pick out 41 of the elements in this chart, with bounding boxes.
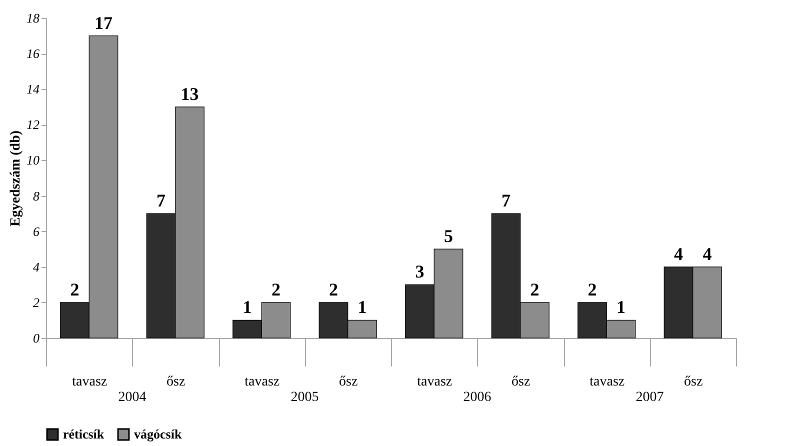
x-tick-label: ősz [339,374,358,390]
data-label: 2 [272,279,280,300]
y-tick-label: 12 [26,117,40,132]
y-tick-label: 2 [33,294,40,310]
y-tick-label: 10 [26,152,40,168]
x-tick-label: tavasz [417,374,452,390]
data-label: 2 [588,279,597,300]
x-tick-label: tavasz [72,374,108,390]
y-tick-label: 6 [33,224,40,239]
y-tick-label: 16 [26,46,40,62]
text: 2007 [636,390,664,405]
data-label: 5 [444,226,453,246]
x-tick-label: tavasz [244,374,280,390]
data-label: 2 [329,279,338,300]
text: 2005 [290,390,319,405]
x-tick-label: ősz [166,374,186,390]
y-tick-label: 8 [33,188,40,204]
x-tick-label: tavasz [590,374,625,390]
data-label: 13 [180,84,199,104]
data-label: 7 [502,190,510,211]
data-label: 4 [702,244,712,264]
x-tick-label: ősz [512,374,530,390]
text: 2004 [118,390,146,405]
data-label: 3 [415,262,424,282]
data-label: 1 [242,297,252,318]
data-label: 1 [616,297,626,318]
legend-label: réticsík [63,426,105,442]
y-tick-label: 14 [26,82,40,97]
y-tick-label: 18 [26,10,40,26]
data-label: 7 [156,190,166,211]
y-axis-title: Egyedszám (db) [8,130,24,227]
text: 2006 [463,390,492,405]
y-tick-label: 0 [33,330,40,346]
x-tick-label: ősz [684,374,703,390]
data-label: 17 [94,12,112,33]
data-label: 4 [674,244,683,264]
data-label: 1 [358,297,367,318]
legend-label: vágócsík [134,426,182,442]
data-label: 2 [70,279,80,300]
data-label: 2 [530,279,540,300]
y-tick-label: 4 [33,259,40,274]
